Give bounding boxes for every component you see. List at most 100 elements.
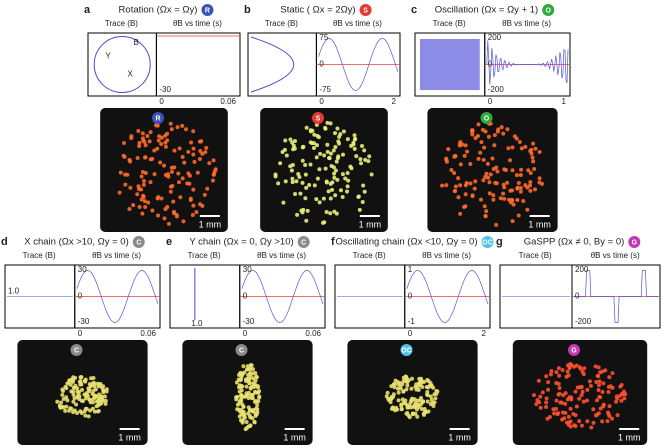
particle: [159, 141, 164, 146]
particle: [241, 404, 246, 409]
particle: [493, 180, 498, 185]
panel-title: Y chain (Ωx = 0, Ωy >10): [189, 237, 293, 248]
particle: [557, 373, 562, 378]
particle: [300, 145, 305, 150]
particle: [396, 398, 401, 403]
particle: [330, 187, 335, 192]
plot-label: θ̇B vs time (s): [502, 19, 551, 28]
particle: [580, 389, 585, 394]
particle: [537, 176, 542, 181]
particle: [568, 406, 573, 411]
particle: [579, 393, 584, 398]
particle: [191, 152, 196, 157]
particle: [315, 176, 320, 181]
particle: [195, 170, 200, 175]
particle: [362, 189, 367, 194]
particle: [101, 384, 106, 389]
particle: [404, 387, 409, 392]
panel-title: Oscillation (Ωx = Ωy + 1): [435, 5, 538, 16]
particle: [362, 148, 367, 153]
particle: [202, 192, 207, 197]
particle: [446, 147, 451, 152]
trace-curve: [420, 39, 480, 90]
y-tick-label: -75: [319, 85, 331, 94]
particle: [352, 146, 357, 151]
particle: [575, 385, 580, 390]
photo-badge: [235, 344, 248, 356]
particle: [169, 169, 174, 174]
panel-letter: g: [496, 236, 503, 248]
particle: [510, 219, 515, 224]
particle: [181, 219, 186, 224]
photo-badge-text: C: [239, 347, 244, 354]
particle: [463, 143, 468, 148]
particle: [336, 139, 341, 144]
particle: [552, 411, 557, 416]
plot-label: θ̇B vs time (s): [257, 251, 306, 260]
particle: [191, 187, 196, 192]
particle: [531, 393, 536, 398]
particle: [585, 419, 590, 424]
particle: [518, 189, 523, 194]
panel-title: Oscillating chain (Ωx <10, Ωy = 0): [336, 237, 478, 248]
particle: [501, 131, 506, 136]
particle: [410, 411, 415, 416]
particle: [600, 369, 605, 374]
x-tick-label: 0: [488, 97, 493, 106]
particle: [523, 144, 528, 149]
particle: [479, 140, 484, 145]
particle: [483, 213, 488, 218]
particle: [565, 363, 570, 368]
particle: [165, 131, 170, 136]
particle: [607, 414, 612, 419]
particle: [117, 190, 122, 195]
particle: [184, 127, 189, 132]
particle: [428, 381, 433, 386]
particle: [516, 181, 521, 186]
particle: [572, 423, 577, 428]
particle: [248, 374, 253, 379]
particle: [334, 159, 339, 164]
particle: [403, 398, 408, 403]
particle: [136, 128, 141, 133]
particle: [294, 179, 299, 184]
particle: [242, 370, 247, 375]
x-tick-label: 2: [392, 97, 397, 106]
panel-letter: c: [411, 4, 417, 16]
particle: [191, 203, 196, 208]
particle: [473, 179, 478, 184]
particle: [540, 390, 545, 395]
particle: [532, 166, 537, 171]
particle: [168, 184, 173, 189]
particle: [478, 197, 483, 202]
particle: [61, 397, 66, 402]
particle: [245, 367, 250, 372]
particle: [476, 122, 481, 127]
particle: [289, 168, 294, 173]
particle: [290, 140, 295, 145]
particle: [510, 168, 515, 173]
particle: [470, 194, 475, 199]
particle: [569, 362, 574, 367]
particle: [211, 172, 216, 177]
particle: [168, 189, 173, 194]
particle: [296, 172, 301, 177]
particle: [314, 155, 319, 160]
panel-letter: a: [84, 4, 91, 16]
particle: [472, 186, 477, 191]
particle: [163, 140, 168, 145]
particle: [484, 171, 489, 176]
particle: [440, 183, 445, 188]
particle: [318, 151, 323, 156]
particle: [254, 406, 259, 411]
particle: [104, 387, 109, 392]
badge: [542, 4, 555, 16]
particle: [563, 411, 568, 416]
particle: [399, 403, 404, 408]
particle: [304, 185, 309, 190]
particle: [91, 375, 96, 380]
particle: [359, 161, 364, 166]
particle: [594, 412, 599, 417]
particle: [358, 157, 363, 162]
particle: [415, 414, 420, 419]
